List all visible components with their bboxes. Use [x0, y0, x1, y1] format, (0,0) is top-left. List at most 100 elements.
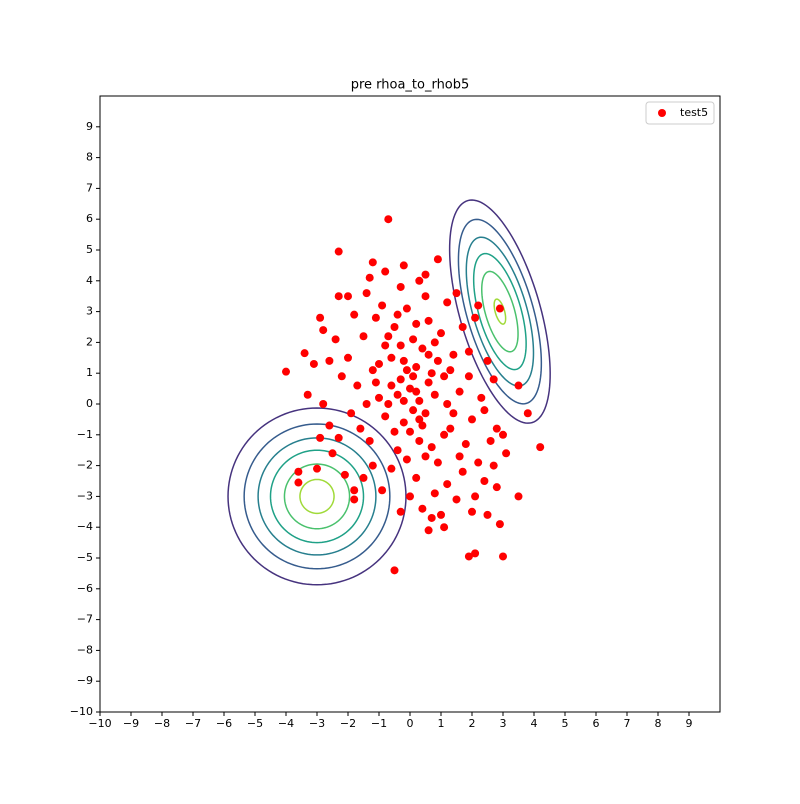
scatter-point: [396, 341, 405, 350]
scatter-point: [412, 363, 421, 372]
scatter-point: [474, 458, 483, 467]
scatter-point: [387, 381, 396, 390]
scatter-point: [523, 409, 532, 418]
y-tick-label: −2: [77, 459, 93, 472]
scatter-point: [409, 335, 418, 344]
scatter-point: [412, 473, 421, 482]
scatter-point: [502, 449, 511, 458]
scatter-point: [282, 367, 290, 376]
scatter-point: [316, 313, 325, 322]
x-tick-label: −8: [154, 717, 170, 730]
scatter-point: [371, 378, 380, 387]
scatter-point: [489, 461, 498, 470]
scatter-point: [406, 384, 414, 393]
scatter-point: [427, 369, 436, 378]
scatter-point: [499, 552, 507, 561]
scatter-point: [381, 267, 390, 276]
scatter-point: [421, 292, 430, 301]
scatter-point: [406, 427, 414, 436]
scatter-point: [449, 350, 458, 359]
scatter-point: [433, 356, 442, 365]
scatter-point: [424, 378, 433, 387]
scatter-point: [455, 452, 464, 461]
y-tick-label: −4: [77, 520, 93, 533]
scatter-point: [430, 390, 439, 399]
contour-line: [243, 423, 391, 570]
scatter-point: [334, 292, 343, 301]
scatter-point: [415, 415, 424, 424]
scatter-point: [474, 301, 483, 310]
scatter-point: [427, 443, 436, 452]
scatter-point: [402, 366, 411, 375]
scatter-point: [415, 276, 424, 285]
scatter-point: [412, 319, 421, 328]
scatter-point: [375, 359, 383, 368]
scatter-point: [452, 289, 461, 298]
scatter-point: [468, 415, 476, 424]
y-tick-label: −5: [77, 551, 93, 564]
scatter-point: [471, 492, 480, 501]
scatter-point: [393, 390, 402, 399]
x-tick-label: 2: [469, 717, 476, 730]
scatter-point: [378, 486, 387, 495]
scatter-point: [390, 427, 399, 436]
y-tick-label: −1: [77, 428, 93, 441]
contour-line: [257, 437, 377, 556]
scatter-point: [396, 507, 405, 516]
scatter-point: [492, 424, 501, 433]
scatter-point: [378, 301, 387, 310]
scatter-point: [325, 356, 334, 365]
scatter-point: [480, 477, 489, 485]
scatter-point: [415, 396, 424, 405]
scatter-point: [418, 421, 427, 430]
x-tick-label: 9: [686, 717, 693, 730]
contour-line: [465, 236, 535, 387]
y-tick-label: 0: [86, 397, 93, 410]
scatter-point: [313, 464, 321, 473]
scatter-point: [495, 304, 504, 313]
scatter-point: [303, 390, 312, 399]
scatter-point: [399, 356, 408, 365]
scatter-point: [455, 387, 464, 396]
scatter-point: [309, 359, 318, 368]
scatter-point: [446, 424, 455, 433]
scatter-point: [424, 526, 433, 535]
scatter-point: [359, 473, 368, 482]
scatter-point: [421, 409, 430, 418]
scatter-point: [483, 510, 492, 519]
scatter-point: [499, 430, 507, 439]
scatter-point: [464, 372, 473, 381]
scatter-point: [396, 375, 405, 384]
contour-line: [283, 463, 351, 530]
scatter-point: [514, 381, 523, 390]
scatter-point: [362, 400, 371, 408]
scatter-point: [350, 310, 359, 319]
scatter-point: [418, 344, 427, 353]
scatter-point: [433, 458, 442, 467]
scatter-point: [353, 381, 362, 390]
scatter-point: [325, 421, 334, 430]
x-tick-label: 0: [407, 717, 414, 730]
y-tick-label: 6: [86, 212, 93, 225]
scatter-point: [362, 289, 371, 298]
scatter-point: [464, 552, 473, 561]
scatter-point: [477, 393, 486, 402]
x-tick-label: 8: [655, 717, 662, 730]
scatter-point: [430, 338, 439, 347]
legend-box: [645, 101, 715, 125]
x-tick-label: −3: [309, 717, 325, 730]
y-tick-label: 5: [86, 243, 93, 256]
scatter-point: [415, 436, 424, 445]
scatter-point: [381, 341, 390, 350]
scatter-point: [440, 523, 449, 532]
scatter-point: [424, 350, 433, 359]
scatter-point: [427, 513, 436, 522]
x-tick-label: 3: [500, 717, 507, 730]
scatter-point: [393, 310, 402, 319]
x-tick-label: 4: [531, 717, 538, 730]
x-tick-label: 5: [562, 717, 569, 730]
scatter-point: [412, 387, 421, 396]
scatter-point: [446, 366, 455, 375]
chart-title: pre rhoa_to_rhob5: [351, 78, 470, 93]
scatter-point: [430, 489, 439, 498]
